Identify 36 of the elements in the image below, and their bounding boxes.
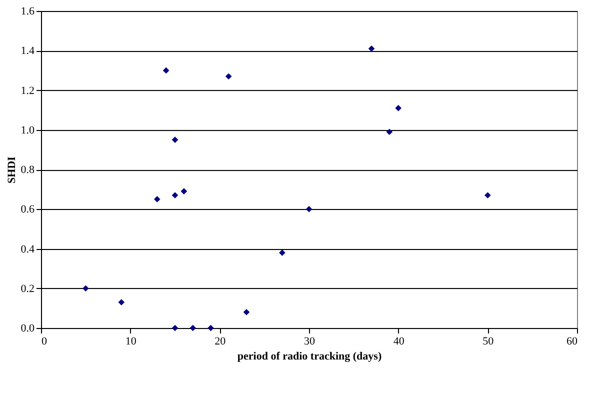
- point: [172, 192, 178, 198]
- point: [243, 308, 250, 316]
- x-tick-label: 30: [304, 336, 316, 348]
- y-tick-label: 0.6: [20, 204, 35, 216]
- y-tick-label: 1.4: [20, 45, 35, 58]
- point: [82, 285, 89, 292]
- point: [172, 136, 178, 143]
- y-tick-label: 0.4: [20, 243, 35, 256]
- y-tick-label: 0.0: [20, 322, 35, 334]
- point: [172, 324, 178, 332]
- point: [190, 324, 196, 332]
- x-tick-label: 20: [214, 336, 226, 348]
- x-tick-label: 50: [482, 336, 494, 348]
- point: [180, 188, 188, 194]
- y-tick-label: 0.2: [20, 282, 34, 295]
- point: [484, 192, 491, 198]
- y-axis-title: SHDI: [6, 156, 18, 184]
- point: [395, 104, 402, 112]
- x-tick-label: 10: [125, 336, 137, 348]
- point: [279, 250, 286, 256]
- x-axis-title: period of radio tracking (days): [237, 350, 382, 362]
- y-tick-label: 0.8: [20, 164, 35, 176]
- point: [118, 299, 125, 306]
- y-tick-label: 1.6: [20, 6, 35, 18]
- point: [162, 67, 170, 74]
- x-tick-label: 0: [42, 336, 48, 348]
- point: [306, 206, 312, 212]
- y-tick-label: 1.0: [20, 124, 35, 136]
- x-tick-label: 40: [393, 336, 405, 348]
- y-tick-label: 1.2: [20, 84, 34, 97]
- point: [208, 324, 214, 332]
- point: [154, 196, 160, 202]
- point: [368, 45, 375, 52]
- point: [386, 128, 393, 136]
- x-tick-label: 60: [566, 336, 578, 348]
- point: [225, 73, 232, 80]
